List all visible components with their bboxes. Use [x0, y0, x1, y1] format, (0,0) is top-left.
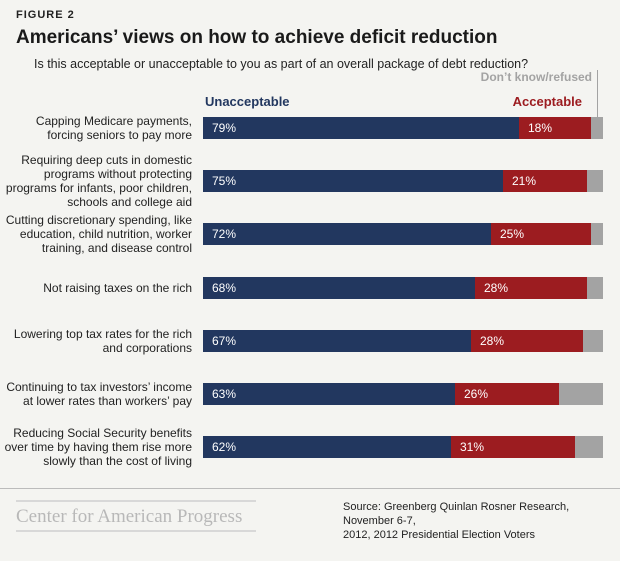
bar-segment: [475, 276, 587, 299]
bar-segment: [587, 276, 603, 299]
logo: Center for American Progress: [16, 500, 256, 536]
legend-entry: Unacceptable: [205, 94, 290, 109]
category-label: Cutting discretionary spending, like edu…: [5, 213, 192, 256]
bar-segment: [203, 223, 491, 246]
category-label: Capping Medicare payments, forcing senio…: [35, 114, 192, 142]
bar-segment: [203, 329, 471, 352]
divider: [0, 488, 620, 489]
category-label: Continuing to tax investors’ income at l…: [6, 380, 192, 408]
value-label: 28%: [484, 280, 509, 295]
bar-segment: [451, 436, 575, 459]
value-label: 67%: [212, 333, 237, 348]
bar-segment: [471, 329, 583, 352]
value-label: 63%: [212, 387, 237, 401]
logo-text: Center for American Progress: [16, 506, 243, 527]
legend-entry: Acceptable: [512, 94, 582, 109]
value-label: 25%: [500, 227, 525, 242]
bar-segment: [203, 170, 503, 193]
legend-entry: Don’t know/refused: [480, 70, 592, 84]
value-label: 31%: [460, 440, 485, 455]
bar-segment: [519, 117, 591, 139]
bar-segment: [583, 329, 603, 352]
value-label: 26%: [464, 387, 489, 401]
bar-segment: [587, 170, 603, 193]
bar-segment: [203, 436, 451, 459]
value-label: 72%: [212, 227, 237, 242]
value-label: 79%: [212, 121, 237, 135]
bar-segment: [455, 383, 559, 405]
category-label: Not raising taxes on the rich: [43, 280, 192, 295]
legend-leader: [597, 70, 598, 118]
bar-segment: [491, 223, 591, 246]
figure-label: FIGURE 2: [16, 9, 75, 21]
value-label: 18%: [528, 121, 553, 135]
bar-segment: [591, 223, 603, 246]
source: Source: Greenberg Quinlan Rosner Researc…: [343, 501, 570, 541]
value-label: 68%: [212, 280, 237, 295]
value-label: 28%: [480, 333, 505, 348]
value-label: 62%: [212, 440, 237, 455]
bar-segment: [591, 117, 603, 139]
chart-title: Americans’ views on how to achieve defic…: [16, 27, 498, 48]
bar-segment: [575, 436, 603, 459]
bar-segment: [203, 276, 475, 299]
value-label: 21%: [512, 174, 537, 189]
bar-segment: [559, 383, 603, 405]
value-label: 75%: [212, 174, 237, 189]
chart-subtitle: Is this acceptable or unacceptable to yo…: [34, 57, 529, 71]
bar-segment: [203, 383, 455, 405]
bar-segment: [503, 170, 587, 193]
category-label: Requiring deep cuts in domestic programs…: [5, 153, 192, 210]
category-label: Lowering top tax rates for the rich and …: [13, 326, 192, 355]
bar-segment: [203, 117, 519, 139]
category-label: Reducing Social Security benefits over t…: [4, 426, 192, 469]
